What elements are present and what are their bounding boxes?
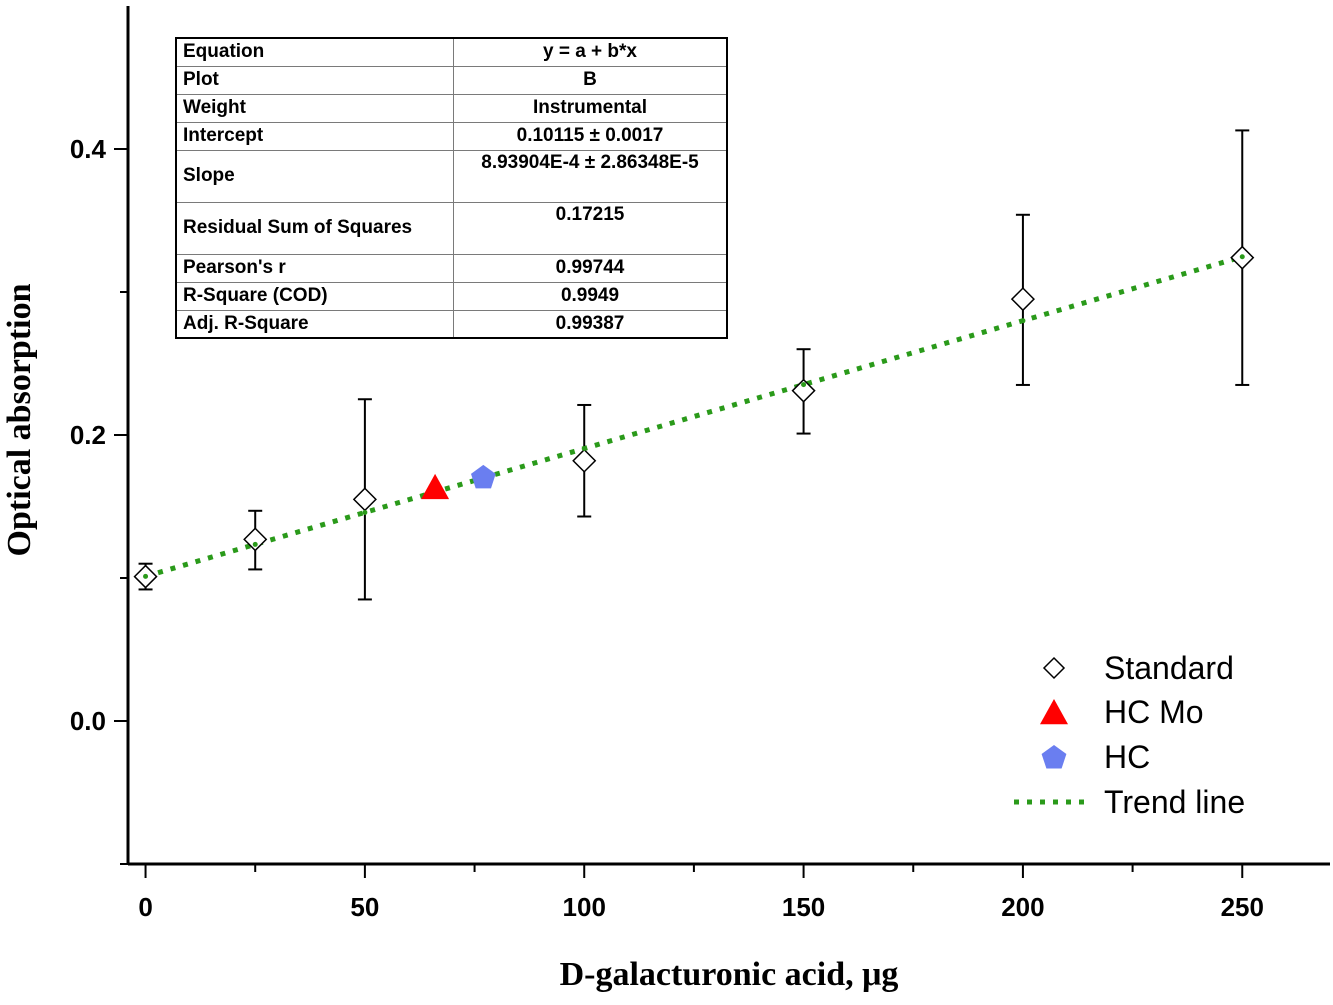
- legend-label: HC Mo: [1104, 694, 1204, 730]
- x-tick-label: 100: [563, 892, 606, 922]
- fit-key: Pearson's r: [175, 253, 454, 283]
- table-row: Plot B: [175, 65, 728, 95]
- x-tick-label: 250: [1221, 892, 1264, 922]
- y-tick-label: 0.0: [70, 706, 106, 736]
- x-tick-label: 200: [1001, 892, 1044, 922]
- standard-point: [1010, 287, 1035, 312]
- legend-hc-icon: [1041, 745, 1067, 769]
- fit-key: Residual Sum of Squares: [175, 201, 454, 255]
- fit-value: B: [453, 65, 728, 95]
- y-tick-label: 0.4: [70, 134, 107, 164]
- hc-mo-point: [421, 473, 450, 500]
- table-row: Slope 8.93904E-4 ± 2.86348E-5: [175, 149, 728, 203]
- standard-point: [243, 527, 268, 552]
- fit-value: 0.9949: [453, 281, 728, 311]
- y-axis-title: Optical absorption: [1, 283, 38, 556]
- fit-value: 0.99744: [453, 253, 728, 283]
- trend-dot: [143, 573, 149, 579]
- trend-line: [144, 254, 1243, 579]
- standard-point: [791, 378, 816, 403]
- fit-value: 0.10115 ± 0.0017: [453, 121, 728, 151]
- trend-dot: [362, 509, 368, 515]
- standard-point: [572, 448, 597, 473]
- fit-value: 8.93904E-4 ± 2.86348E-5: [453, 149, 728, 203]
- fit-value: 0.99387: [453, 309, 728, 339]
- trend-dot: [581, 446, 587, 452]
- table-row: Weight Instrumental: [175, 93, 728, 123]
- trend-dot: [801, 382, 807, 388]
- trend-dot: [252, 541, 258, 547]
- table-row: Pearson's r 0.99744: [175, 253, 728, 283]
- legend-label: Standard: [1104, 650, 1234, 686]
- legend-label: Trend line: [1104, 784, 1245, 820]
- trend-dot: [1239, 254, 1245, 260]
- x-tick-label: 50: [350, 892, 379, 922]
- hc-point: [471, 464, 496, 489]
- table-row: Residual Sum of Squares 0.17215: [175, 201, 728, 255]
- x-axis-title: D-galacturonic acid, μg: [560, 956, 899, 993]
- legend-standard-icon: [1042, 656, 1066, 680]
- fit-key: Weight: [175, 93, 454, 123]
- table-row: R-Square (COD) 0.9949: [175, 281, 728, 311]
- fit-key: Plot: [175, 65, 454, 95]
- x-tick-label: 150: [782, 892, 825, 922]
- fit-value: y = a + b*x: [453, 37, 728, 67]
- table-row: Adj. R-Square 0.99387: [175, 309, 728, 339]
- table-row: Equation y = a + b*x: [175, 37, 728, 67]
- fit-value: Instrumental: [453, 93, 728, 123]
- fit-value: 0.17215: [453, 201, 728, 255]
- legend-label: HC: [1104, 739, 1150, 775]
- legend-hc-mo-icon: [1040, 699, 1068, 725]
- y-tick-label: 0.2: [70, 420, 106, 450]
- fit-key: Slope: [175, 149, 454, 203]
- fit-key: R-Square (COD): [175, 281, 454, 311]
- standard-point: [352, 487, 377, 512]
- x-tick-label: 0: [138, 892, 152, 922]
- fit-key: Equation: [175, 37, 454, 67]
- fit-key: Adj. R-Square: [175, 309, 454, 339]
- fit-statistics-table: Equation y = a + b*x Plot B Weight Instr…: [175, 37, 728, 339]
- fit-key: Intercept: [175, 121, 454, 151]
- trend-dot: [1020, 318, 1026, 324]
- table-row: Intercept 0.10115 ± 0.0017: [175, 121, 728, 151]
